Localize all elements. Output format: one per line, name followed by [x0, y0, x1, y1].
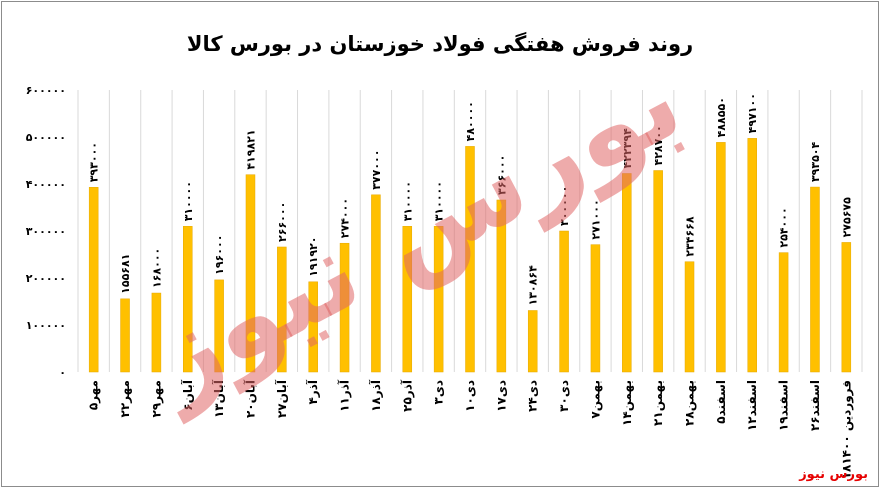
- category-label: ۲۰آبان: [242, 379, 257, 418]
- category-label: ۲۶اسفند: [808, 380, 822, 431]
- value-label: ۴۹۷۱۰۰: [746, 93, 759, 133]
- bar: [590, 244, 601, 373]
- bar: [433, 226, 444, 373]
- value-label: ۴۲۸۷۰۰: [652, 125, 665, 165]
- y-tick-label: ۴۰۰۰۰۰: [26, 178, 66, 191]
- category-label: ۲۱بهمن: [651, 380, 665, 426]
- value-label: ۱۹۶۰۰۰: [213, 235, 226, 275]
- bar: [559, 230, 569, 373]
- category-label: ۲۵آذر: [399, 379, 414, 412]
- category-label: ۱۸فروردین ۱۴۰۰: [839, 380, 854, 479]
- value-label: ۳۷۷۰۰۰: [370, 150, 383, 190]
- bar: [402, 226, 413, 373]
- y-tick-label: ۳۰۰۰۰۰: [26, 225, 66, 238]
- category-label: ۵اسفند: [714, 380, 728, 424]
- category-label: ۱۸آذر: [368, 379, 383, 412]
- value-label: ۱۳۰۸۶۴: [527, 265, 540, 306]
- category-label: ۲۷آبان: [274, 379, 289, 418]
- bar: [716, 142, 726, 373]
- value-label: ۳۰۰۰۰۰: [558, 186, 571, 226]
- bar: [622, 173, 632, 373]
- bar: [684, 261, 695, 373]
- value-label: ۳۹۳۰۰۰: [88, 142, 101, 182]
- bar: [308, 281, 318, 373]
- category-label: ۶آبان: [180, 379, 195, 411]
- value-label: ۴۱۹۸۲۱: [244, 129, 257, 169]
- y-tick-label: ۶۰۰۰۰۰: [26, 84, 66, 97]
- bar: [339, 242, 350, 373]
- value-label: ۳۹۳۵۰۴: [809, 141, 822, 182]
- y-tick-label: ۲۰۰۰۰۰: [26, 272, 66, 285]
- value-label: ۳۱۰۰۰۰: [433, 181, 446, 221]
- value-label: ۳۱۰۰۰۰: [182, 181, 195, 221]
- category-label: ۱۳آبان: [211, 379, 226, 418]
- category-label: ۳۰دی: [557, 380, 571, 412]
- category-label: ۱۱آذر: [337, 379, 352, 412]
- value-label: ۳۶۶۰۰۰: [495, 155, 508, 195]
- value-label: ۲۵۴۰۰۰: [778, 207, 791, 247]
- bar: [151, 292, 162, 373]
- value-label: ۲۶۶۰۰۰: [276, 202, 289, 242]
- category-label: ۳دی: [432, 380, 446, 404]
- source-label: بورس نیوز: [799, 467, 868, 482]
- bar: [841, 242, 852, 373]
- category-label: ۲۴دی: [526, 380, 540, 412]
- bar: [778, 252, 789, 373]
- bar: [214, 279, 224, 373]
- value-label: ۲۷۱۰۰۰: [589, 199, 602, 239]
- category-label: ۲۹مهر: [149, 380, 163, 417]
- y-tick-label: ۵۰۰۰۰۰: [26, 131, 66, 144]
- category-label: ۱۰دی: [463, 380, 477, 412]
- bar: [88, 187, 99, 373]
- bar: [653, 170, 663, 373]
- category-label: ۴آذر: [305, 379, 320, 404]
- value-label: ۴۸۰۰۰۰: [464, 101, 477, 141]
- value-label: ۱۵۵۶۸۱: [119, 254, 132, 294]
- category-label: ۱۷دی: [494, 380, 508, 412]
- y-tick-label: ۰: [59, 366, 66, 379]
- y-tick-label: ۱۰۰۰۰۰: [26, 319, 66, 332]
- value-label: ۲۷۴۰۰۰: [339, 198, 352, 238]
- chart-title: روند فروش هفتگی فولاد خوزستان در بورس کا…: [186, 32, 694, 56]
- bar: [371, 194, 381, 373]
- bar: [120, 298, 130, 373]
- value-label: ۲۳۴۶۶۸: [684, 216, 697, 257]
- category-label: ۲۲مهر: [118, 380, 132, 417]
- value-label: ۲۷۵۶۷۵: [840, 197, 853, 238]
- category-label: ۷بهمن: [588, 380, 602, 419]
- value-label: ۴۸۸۵۵۰: [715, 97, 728, 137]
- value-label: ۳۱۰۰۰۰: [401, 181, 414, 221]
- bar: [527, 310, 538, 373]
- bar: [183, 226, 193, 373]
- bar: [810, 186, 820, 373]
- watermark-logo: بورس نیوز: [123, 35, 702, 425]
- bar: [496, 199, 507, 373]
- bar: [465, 146, 475, 373]
- bar: [747, 138, 757, 373]
- value-label: ۴۲۲۳۹۴: [621, 128, 634, 169]
- category-label: ۵مهر: [87, 380, 101, 410]
- bar: [245, 174, 256, 373]
- category-label: ۱۲اسفند: [745, 380, 759, 431]
- category-label: ۲۸بهمن: [683, 380, 697, 426]
- category-label: ۱۴بهمن: [620, 380, 634, 426]
- bar: [277, 246, 287, 373]
- value-label: ۱۹۱۹۲۰: [307, 237, 320, 277]
- value-label: ۱۶۸۰۰۰: [150, 248, 163, 288]
- category-label: ۱۹اسفند: [777, 380, 791, 431]
